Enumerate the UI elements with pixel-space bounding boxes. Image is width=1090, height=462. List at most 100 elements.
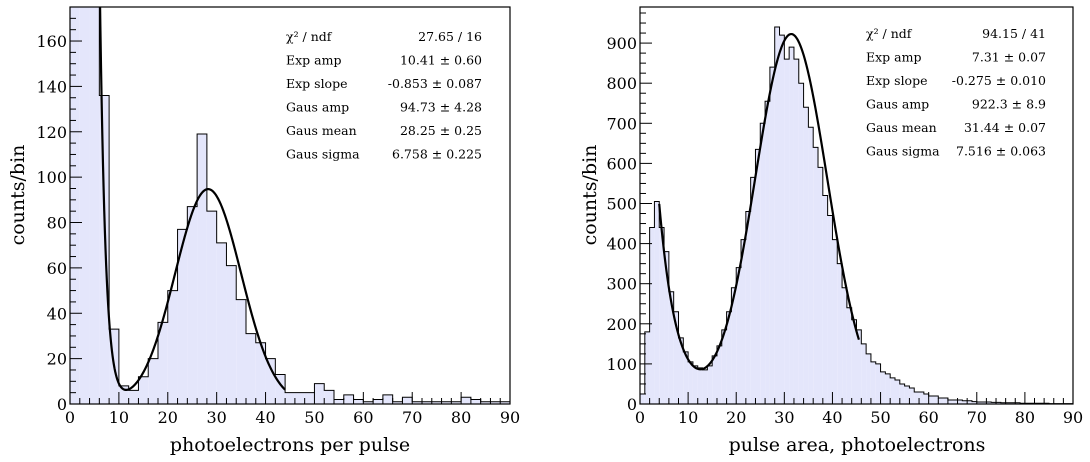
- right-histogram-bin: [649, 227, 655, 404]
- left-histogram-bin: [461, 397, 471, 404]
- left-stat-label: Gaus sigma: [286, 147, 360, 162]
- left-y-tick-label: 0: [57, 395, 67, 414]
- right-histogram-bin: [928, 395, 934, 404]
- left-histogram-bin: [255, 342, 266, 404]
- right-histogram-bin: [784, 59, 790, 404]
- right-stat-label: χ² / ndf: [866, 26, 913, 41]
- right-histogram-bin: [683, 351, 689, 404]
- left-x-axis-title: photoelectrons per pulse: [170, 434, 410, 456]
- left-histogram-bin: [206, 211, 217, 404]
- right-histogram-bin: [1010, 402, 1016, 404]
- right-histogram-bin: [818, 167, 823, 404]
- right-histogram-bin: [919, 391, 924, 404]
- left-histogram-bin: [89, 7, 100, 404]
- right-histogram-bin: [673, 311, 679, 404]
- right-stat-value: 7.31 ± 0.07: [972, 50, 1046, 65]
- left-histogram-bin: [285, 392, 295, 404]
- left-histogram-bin: [275, 374, 286, 404]
- left-x-tick-label: 70: [402, 408, 422, 427]
- left-histogram-bin: [422, 401, 432, 404]
- left-y-tick-label: 100: [36, 168, 67, 187]
- right-x-tick-label: 50: [870, 408, 890, 427]
- right-histogram-bin: [736, 267, 742, 404]
- right-stat-value: 94.15 / 41: [982, 26, 1046, 41]
- left-histogram-bin: [451, 401, 462, 404]
- left-fit-curve: [98, 7, 286, 392]
- right-x-tick-label: 90: [1063, 408, 1083, 427]
- right-histogram-bin: [981, 401, 987, 404]
- left-x-tick-label: 80: [451, 408, 471, 427]
- left-stat-label: χ² / ndf: [286, 29, 333, 44]
- right-histogram-bin: [654, 201, 660, 404]
- right-histogram-bin: [765, 101, 770, 404]
- right-histogram-panel: 0 10 20 30 40 50 60 70 80 90010020030040050060070…: [579, 6, 1083, 456]
- right-histogram-bin: [1000, 402, 1006, 404]
- right-y-tick-label: 0: [627, 395, 637, 414]
- right-histogram-bin: [741, 239, 746, 404]
- right-histogram-bin: [962, 400, 968, 404]
- left-stat-label: Exp slope: [286, 76, 348, 91]
- right-histogram-bin: [885, 373, 891, 404]
- right-stat-label: Exp slope: [866, 73, 928, 88]
- left-histogram-bin: [177, 229, 188, 404]
- right-fit-curve: [658, 32, 860, 371]
- right-histogram-bin: [668, 291, 674, 404]
- left-histogram-bin: [363, 401, 374, 404]
- right-histogram-bin: [856, 329, 862, 404]
- right-histogram-bin: [861, 343, 867, 404]
- right-y-tick-label: 400: [606, 235, 637, 254]
- right-histogram-bin: [947, 399, 953, 404]
- right-histogram-bin: [827, 215, 833, 404]
- right-y-tick-label: 800: [606, 74, 637, 93]
- right-histogram-bin: [842, 287, 847, 404]
- left-histogram-bin: [138, 376, 149, 404]
- left-x-tick-label: 20: [158, 408, 178, 427]
- right-histogram-bin: [822, 195, 828, 404]
- left-stat-value: 27.65 / 16: [418, 29, 482, 44]
- left-histogram-outline: [70, 7, 510, 404]
- left-histogram-bin: [382, 394, 393, 404]
- right-stat-value: 7.516 ± 0.063: [956, 144, 1046, 159]
- left-histogram-panel: 0 10 20 30 40 50 60 70 80 90 0 20 40 60 80 100 120 140 160…: [7, 6, 520, 456]
- right-y-tick-label: 200: [606, 315, 637, 334]
- right-histogram-bin: [909, 387, 915, 404]
- left-histogram-bin: [294, 392, 305, 404]
- left-stat-value: 94.73 ± 4.28: [400, 100, 482, 115]
- right-x-axis-title: pulse area, photoelectrons: [729, 434, 986, 456]
- left-y-tick-label: 60: [47, 259, 67, 278]
- right-histogram-bin: [991, 402, 997, 404]
- right-histogram-bin: [875, 363, 881, 404]
- right-histogram-bin: [659, 227, 665, 404]
- left-y-tick-label: 40: [47, 304, 67, 323]
- left-histogram-bin: [392, 401, 403, 404]
- right-x-tick-label: 70: [967, 408, 987, 427]
- left-stat-label: Exp amp: [286, 53, 341, 68]
- right-histogram-bin: [716, 345, 722, 404]
- right-histogram-bin: [846, 307, 852, 404]
- right-x-tick-label: 30: [774, 408, 794, 427]
- right-histogram-bin: [1005, 402, 1011, 404]
- right-histogram-bin: [832, 239, 838, 404]
- right-histogram-bin: [851, 319, 857, 404]
- right-histogram-bin: [755, 149, 761, 404]
- right-histogram-bin: [957, 399, 963, 404]
- right-histogram-bin: [971, 401, 977, 404]
- right-histogram-bin: [986, 401, 992, 404]
- right-histogram-bin: [688, 361, 693, 404]
- right-histogram-bin: [996, 402, 1001, 404]
- right-histogram-bin: [769, 67, 775, 404]
- right-histogram-bin: [976, 401, 982, 404]
- right-x-tick-label: 80: [1015, 408, 1035, 427]
- left-histogram-bin: [373, 399, 383, 404]
- right-histogram-bin: [808, 127, 814, 404]
- left-x-tick-label: 30: [206, 408, 226, 427]
- left-histogram-bin: [79, 7, 90, 404]
- right-y-tick-label: 500: [606, 194, 637, 213]
- right-histogram-bin: [890, 377, 895, 404]
- left-histogram-bin: [412, 401, 422, 404]
- right-stat-label: Gaus sigma: [866, 144, 940, 159]
- left-histogram-bin: [128, 390, 139, 404]
- right-histogram-bin: [721, 329, 727, 404]
- right-y-tick-label: 600: [606, 154, 637, 173]
- left-histogram-bin: [480, 401, 491, 404]
